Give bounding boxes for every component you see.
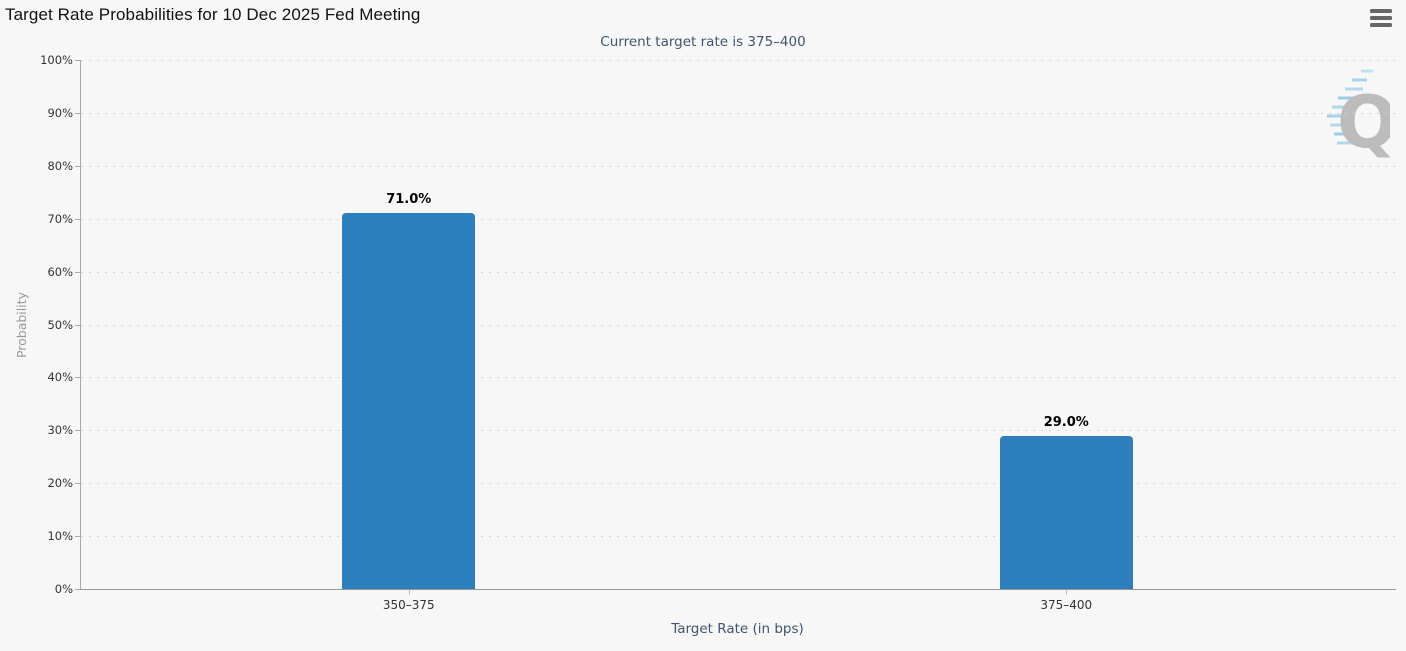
y-axis-tick — [75, 377, 80, 379]
quikstrike-watermark: Q — [1320, 57, 1398, 164]
y-axis-tick — [75, 536, 80, 538]
y-axis-tick-label: 0% — [54, 582, 73, 596]
y-axis-tick-label: 50% — [47, 317, 73, 332]
x-axis-tick-label: 375–400 — [1040, 598, 1093, 612]
y-gridline — [81, 324, 1395, 326]
y-gridline — [81, 165, 1395, 167]
y-axis-tick — [75, 60, 80, 61]
y-gridline — [81, 271, 1395, 273]
x-axis-tick — [408, 590, 410, 595]
chart-subtitle: Current target rate is 375–400 — [600, 34, 806, 50]
y-axis-tick-label: 10% — [47, 529, 73, 544]
x-axis-title: Target Rate (in bps) — [671, 621, 804, 637]
y-axis-tick — [75, 589, 80, 590]
y-axis-tick-label: 30% — [47, 423, 73, 438]
y-axis-tick-label: 40% — [47, 370, 73, 385]
y-gridline — [81, 218, 1395, 220]
y-axis-tick-label: 60% — [47, 264, 73, 279]
q-logo-letter: Q — [1337, 80, 1390, 162]
x-axis-line — [80, 589, 1396, 590]
probability-bar[interactable] — [342, 213, 476, 589]
data-label: 29.0% — [1043, 414, 1089, 430]
hamburger-menu-icon — [1368, 8, 1394, 27]
y-axis-tick — [75, 483, 80, 485]
y-axis-tick — [75, 218, 80, 220]
chart-title: Target Rate Probabilities for 10 Dec 202… — [5, 5, 421, 24]
y-axis-tick-label: 70% — [47, 211, 73, 226]
y-gridline — [81, 536, 1395, 538]
y-axis-line — [80, 60, 81, 589]
y-gridline — [81, 483, 1395, 485]
x-axis-tick — [1066, 590, 1068, 595]
y-axis-tick-label: 90% — [47, 105, 73, 120]
y-axis-tick — [75, 430, 80, 432]
x-axis-tick-label: 350–375 — [382, 598, 435, 612]
y-axis-tick — [75, 271, 80, 273]
chart-context-menu-button[interactable] — [1368, 8, 1394, 30]
y-gridline — [81, 430, 1395, 432]
y-gridline — [81, 377, 1395, 379]
y-gridline — [81, 60, 1395, 61]
probability-bar[interactable] — [999, 435, 1133, 589]
y-axis-tick-label: 100% — [40, 53, 73, 67]
speed-lines-icon — [1327, 69, 1373, 145]
y-gridline — [81, 112, 1395, 114]
y-axis-tick-label: 20% — [47, 476, 73, 491]
data-label: 71.0% — [386, 192, 432, 208]
y-axis-tick — [75, 324, 80, 326]
y-axis-tick-label: 80% — [47, 158, 73, 173]
y-axis-tick — [75, 165, 80, 167]
y-axis-tick — [75, 112, 80, 114]
